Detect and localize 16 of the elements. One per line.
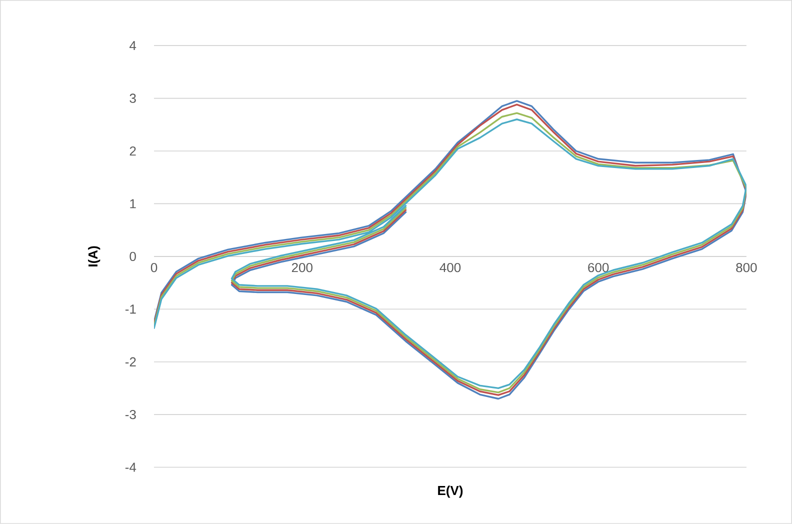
- y-tick-label: -4: [125, 462, 136, 472]
- x-tick-label: 800: [736, 263, 757, 272]
- y-tick-label: -2: [125, 357, 136, 366]
- y-tick-label: 2: [130, 146, 136, 156]
- x-tick-label: 200: [292, 263, 312, 272]
- y-tick-label: 3: [130, 94, 136, 103]
- y-tick-label: 4: [130, 41, 136, 50]
- y-tick-label: -1: [125, 304, 136, 314]
- y-tick-label: 0: [130, 252, 136, 262]
- x-tick-label: 0: [150, 263, 158, 272]
- y-axis-title: I(A): [88, 246, 100, 266]
- x-tick-label: 600: [588, 263, 609, 272]
- x-tick-label: 400: [440, 263, 461, 272]
- y-tick-label: -3: [125, 410, 136, 420]
- x-axis-title: E(V): [438, 486, 463, 498]
- y-tick-label: 1: [130, 199, 136, 208]
